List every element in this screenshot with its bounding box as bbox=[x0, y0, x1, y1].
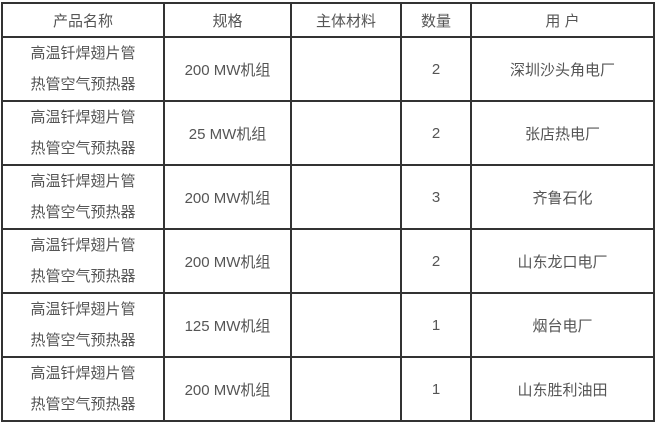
cell-material bbox=[290, 164, 402, 230]
header-row: 产品名称 规格 主体材料 数量 用 户 bbox=[1, 2, 655, 38]
product-name-line2: 热管空气预热器 bbox=[30, 332, 136, 349]
cell-customer: 山东龙口电厂 bbox=[470, 228, 655, 294]
product-name-line1: 高温钎焊翅片管 bbox=[30, 173, 136, 190]
table-row: 高温钎焊翅片管 热管空气预热器 200 MW机组 2 山东龙口电厂 bbox=[1, 228, 655, 294]
cell-material bbox=[290, 292, 402, 358]
cell-quantity: 3 bbox=[400, 164, 472, 230]
cell-spec: 125 MW机组 bbox=[163, 292, 292, 358]
cell-product: 高温钎焊翅片管 热管空气预热器 bbox=[1, 164, 165, 230]
product-name-line2: 热管空气预热器 bbox=[30, 140, 136, 157]
cell-product: 高温钎焊翅片管 热管空气预热器 bbox=[1, 228, 165, 294]
table-row: 高温钎焊翅片管 热管空气预热器 125 MW机组 1 烟台电厂 bbox=[1, 292, 655, 358]
product-name-line1: 高温钎焊翅片管 bbox=[30, 109, 136, 126]
product-name-line2: 热管空气预热器 bbox=[30, 204, 136, 221]
cell-customer: 齐鲁石化 bbox=[470, 164, 655, 230]
product-name-line1: 高温钎焊翅片管 bbox=[30, 45, 136, 62]
cell-spec: 200 MW机组 bbox=[163, 228, 292, 294]
cell-spec: 200 MW机组 bbox=[163, 356, 292, 422]
product-name-line1: 高温钎焊翅片管 bbox=[30, 365, 136, 382]
cell-product: 高温钎焊翅片管 热管空气预热器 bbox=[1, 100, 165, 166]
cell-spec: 200 MW机组 bbox=[163, 36, 292, 102]
cell-quantity: 1 bbox=[400, 292, 472, 358]
product-name-line2: 热管空气预热器 bbox=[30, 268, 136, 285]
cell-quantity: 1 bbox=[400, 356, 472, 422]
header-quantity: 数量 bbox=[400, 2, 472, 38]
cell-quantity: 2 bbox=[400, 36, 472, 102]
cell-customer: 深圳沙头角电厂 bbox=[470, 36, 655, 102]
header-product: 产品名称 bbox=[1, 2, 165, 38]
cell-product: 高温钎焊翅片管 热管空气预热器 bbox=[1, 292, 165, 358]
cell-material bbox=[290, 228, 402, 294]
cell-quantity: 2 bbox=[400, 100, 472, 166]
cell-material bbox=[290, 356, 402, 422]
table-row: 高温钎焊翅片管 热管空气预热器 200 MW机组 3 齐鲁石化 bbox=[1, 164, 655, 230]
header-customer: 用 户 bbox=[470, 2, 655, 38]
table-row: 高温钎焊翅片管 热管空气预热器 200 MW机组 1 山东胜利油田 bbox=[1, 356, 655, 422]
product-name-line2: 热管空气预热器 bbox=[30, 76, 136, 93]
cell-product: 高温钎焊翅片管 热管空气预热器 bbox=[1, 36, 165, 102]
cell-customer: 山东胜利油田 bbox=[470, 356, 655, 422]
header-spec: 规格 bbox=[163, 2, 292, 38]
cell-spec: 25 MW机组 bbox=[163, 100, 292, 166]
product-name-line1: 高温钎焊翅片管 bbox=[30, 237, 136, 254]
cell-customer: 张店热电厂 bbox=[470, 100, 655, 166]
table-row: 高温钎焊翅片管 热管空气预热器 200 MW机组 2 深圳沙头角电厂 bbox=[1, 36, 655, 102]
cell-material bbox=[290, 100, 402, 166]
cell-spec: 200 MW机组 bbox=[163, 164, 292, 230]
cell-quantity: 2 bbox=[400, 228, 472, 294]
cell-material bbox=[290, 36, 402, 102]
table-row: 高温钎焊翅片管 热管空气预热器 25 MW机组 2 张店热电厂 bbox=[1, 100, 655, 166]
cell-customer: 烟台电厂 bbox=[470, 292, 655, 358]
cell-product: 高温钎焊翅片管 热管空气预热器 bbox=[1, 356, 165, 422]
product-name-line2: 热管空气预热器 bbox=[30, 396, 136, 413]
header-material: 主体材料 bbox=[290, 2, 402, 38]
product-name-line1: 高温钎焊翅片管 bbox=[30, 301, 136, 318]
